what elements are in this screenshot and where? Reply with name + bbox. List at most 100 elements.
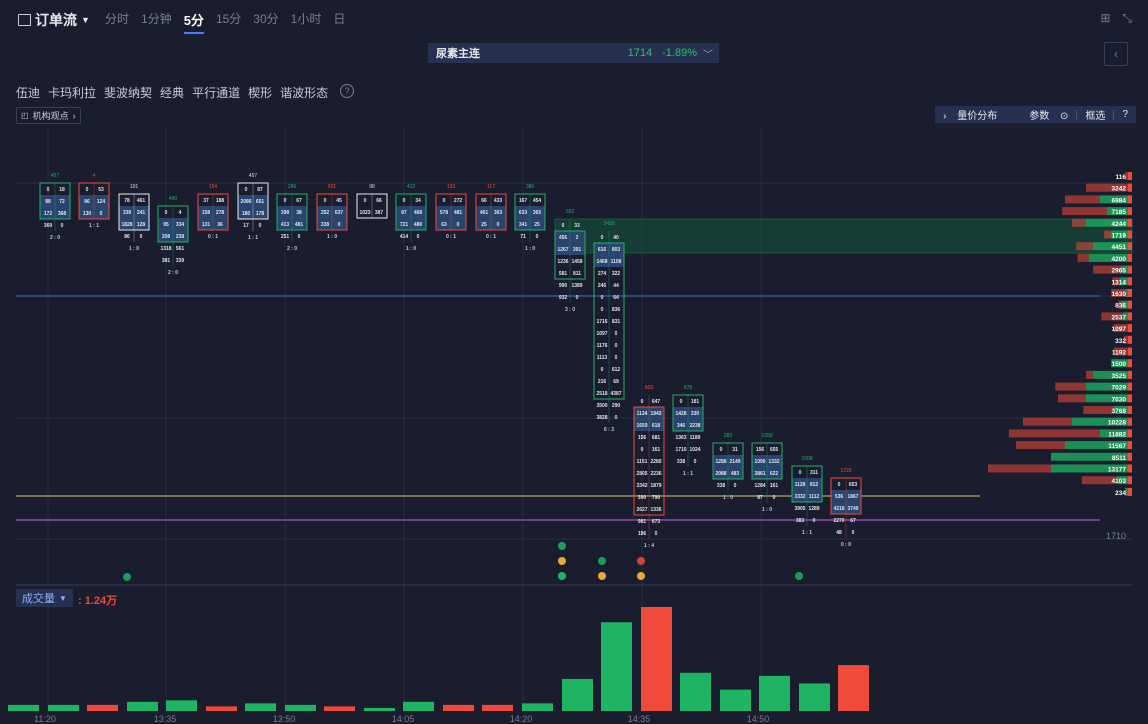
cell-ask: 72 <box>59 199 65 205</box>
candle-imbalance: 1 : 4 <box>644 543 654 549</box>
cell-ask: 803 <box>612 247 621 253</box>
tab-0[interactable]: 分时 <box>105 12 130 26</box>
candle-imbalance: 2 : 0 <box>287 246 297 252</box>
tab-1[interactable]: 1分钟 <box>141 12 172 26</box>
tool-6[interactable]: 谐波形态 <box>280 86 329 100</box>
profile-value: 1192 <box>1112 350 1126 357</box>
candle-body <box>751 442 783 480</box>
cell-ask: 2280 <box>650 459 661 465</box>
volume-bar <box>443 704 474 711</box>
cell-ask: 480 <box>414 222 423 228</box>
profile-buy-bar <box>1093 242 1128 251</box>
volume-indicator-selector[interactable]: 成交量 ▼ <box>16 589 73 607</box>
candle-top-label: 154 <box>209 184 218 190</box>
profile-tip <box>1128 335 1132 344</box>
cell-bid: 3500 <box>596 403 607 409</box>
profile-buy-bar <box>1086 218 1128 227</box>
cell-ask: 831 <box>612 319 621 325</box>
tab-6[interactable]: 日 <box>333 12 346 26</box>
help-icon[interactable]: ? <box>340 84 355 98</box>
cell-bid: 581 <box>559 271 568 277</box>
cell-highlight <box>396 218 426 230</box>
tab-5[interactable]: 1小时 <box>290 12 322 26</box>
candle-top-label: 117 <box>487 184 495 190</box>
tool-4[interactable]: 平行通道 <box>192 86 241 100</box>
tool-3[interactable]: 经典 <box>160 86 185 100</box>
institution-button[interactable]: ◰ 机构观点 › <box>16 107 81 124</box>
params-button[interactable]: 参数 ⊙ <box>1029 111 1069 122</box>
cell-bid: 0 <box>403 198 406 204</box>
cell-ask: 0 <box>338 222 341 228</box>
profile-tip <box>1128 300 1132 309</box>
grid-icon[interactable]: ⊞ <box>1100 11 1111 25</box>
cell-ask: 0 <box>694 459 697 465</box>
cell-bid: 383 <box>796 518 805 524</box>
tool-0[interactable]: 伍迪 <box>16 86 41 100</box>
candle-imbalance: 1 : 0 <box>406 246 416 252</box>
cell-bid: 86 <box>124 234 130 240</box>
orderflow-title[interactable]: 订单流 ▼ <box>18 10 90 30</box>
cell-bid: 0 <box>562 223 565 229</box>
cell-bid: 3905 <box>794 506 805 512</box>
frame-select-button[interactable]: 框选 <box>1085 111 1106 122</box>
tab-4[interactable]: 30分 <box>253 12 279 26</box>
profile-sell-bar <box>1065 195 1100 204</box>
cell-bid: 0 <box>47 187 50 193</box>
help-icon[interactable]: ? <box>1122 109 1128 120</box>
tab-2[interactable]: 5分 <box>183 10 204 34</box>
cell-bid: 346 <box>677 423 686 429</box>
cell-ask: 647 <box>652 399 661 405</box>
back-icon[interactable]: ‹ <box>1104 42 1128 66</box>
cell-highlight <box>277 206 307 218</box>
collapse-icon[interactable]: ⤡ <box>1122 11 1132 25</box>
cell-bid: 0 <box>601 307 604 313</box>
cell-ask: 483 <box>731 471 740 477</box>
candle-top-label: 490 <box>169 196 178 202</box>
x-tick-label: 11:20 <box>34 714 56 724</box>
tool-2[interactable]: 斐波纳契 <box>104 86 153 100</box>
volume-bar <box>206 706 237 711</box>
profile-tip <box>1128 242 1132 251</box>
candle-top-label: 286 <box>288 184 297 190</box>
cell-bid: 338 <box>321 222 330 228</box>
tool-5[interactable]: 楔形 <box>248 86 273 100</box>
cell-highlight <box>555 231 585 243</box>
cell-bid: 1267 <box>557 247 568 253</box>
candle-imbalance: 0 : 1 <box>446 234 456 240</box>
profile-value: 4244 <box>1112 221 1127 228</box>
profile-buy-bar <box>1111 359 1128 368</box>
cell-ask: 1112 <box>809 494 820 500</box>
profile-value: 234 <box>1115 490 1126 497</box>
profile-value: 11567 <box>1108 443 1126 450</box>
profile-tip <box>1128 394 1132 403</box>
signal-marker <box>558 557 566 565</box>
cell-bid: 86 <box>84 199 90 205</box>
candle-body <box>435 193 467 231</box>
candle-top-label: 98 <box>369 184 375 190</box>
cell-bid: 0 <box>680 399 683 405</box>
cell-bid: 2088 <box>715 471 726 477</box>
cell-bid: 88 <box>45 199 51 205</box>
profile-value: 4451 <box>1112 244 1127 251</box>
candle-body <box>157 205 189 243</box>
candle-body <box>633 406 665 516</box>
cell-bid: 0 <box>601 367 604 373</box>
profile-tip <box>1128 487 1132 496</box>
cell-ask: 363 <box>494 210 503 216</box>
profile-sell-bar <box>1016 441 1065 450</box>
cell-bid: 78 <box>124 198 130 204</box>
cell-bid: 252 <box>321 210 330 216</box>
tab-3[interactable]: 15分 <box>215 12 242 26</box>
cell-highlight <box>238 195 268 207</box>
cell-ask: 290 <box>612 403 621 409</box>
price-profile-button[interactable]: › 量价分布 <box>943 111 998 122</box>
cell-bid: 0 <box>720 447 723 453</box>
cell-bid: 274 <box>598 271 607 277</box>
cell-ask: 561 <box>176 246 185 252</box>
cell-ask: 2236 <box>650 471 661 477</box>
symbol-selector[interactable]: 尿素主连 1714 -1.89% ﹀ <box>428 43 719 63</box>
x-tick-label: 13:35 <box>154 714 177 724</box>
tool-1[interactable]: 卡玛利拉 <box>48 86 97 100</box>
cell-highlight <box>713 455 743 467</box>
cell-ask: 334 <box>176 222 185 228</box>
